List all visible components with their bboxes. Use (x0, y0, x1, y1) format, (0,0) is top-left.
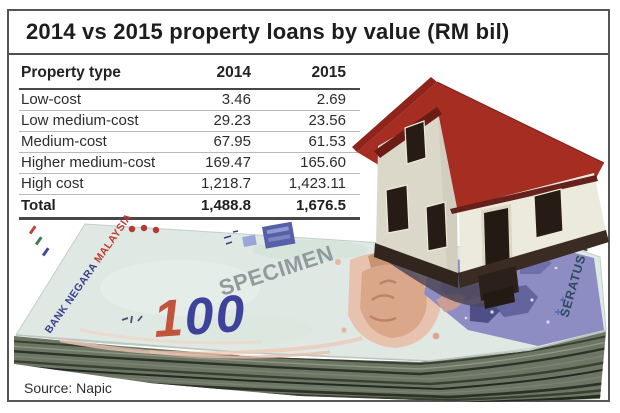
title-bar: 2014 vs 2015 property loans by value (RM… (9, 11, 608, 55)
cell-2015: 2.69 (251, 89, 360, 111)
property-loans-table: Property type 2014 2015 Low-cost 3.46 2.… (19, 61, 360, 220)
column-header-property-type: Property type (19, 61, 179, 90)
cell-property-type: Medium-cost (19, 131, 179, 153)
cell-property-type: Higher medium-cost (19, 152, 179, 174)
cell-2014: 169.47 (179, 152, 251, 174)
table-row-total: Total 1,488.8 1,676.5 (19, 194, 360, 220)
source-note: Source: Napic (24, 380, 112, 396)
column-header-2014: 2014 (179, 61, 251, 90)
cell-2014: 3.46 (179, 89, 251, 111)
cell-2014: 1,488.8 (179, 194, 251, 220)
table-row: Low-cost 3.46 2.69 (19, 89, 360, 111)
cell-2015: 1,676.5 (251, 194, 360, 220)
table-row: Higher medium-cost 169.47 165.60 (19, 152, 360, 174)
table-row: Medium-cost 67.95 61.53 (19, 131, 360, 153)
table-row: Low medium-cost 29.23 23.56 (19, 110, 360, 132)
cell-2015: 61.53 (251, 131, 360, 153)
column-header-2015: 2015 (251, 61, 360, 90)
cell-property-type: Total (19, 194, 179, 220)
cell-2014: 67.95 (179, 131, 251, 153)
cell-property-type: Low-cost (19, 89, 179, 111)
cell-2015: 1,423.11 (251, 173, 360, 195)
outer-frame: 2014 vs 2015 property loans by value (RM… (7, 9, 610, 402)
cell-2015: 165.60 (251, 152, 360, 174)
table-header-row: Property type 2014 2015 (19, 61, 360, 90)
table-row: High cost 1,218.7 1,423.11 (19, 173, 360, 195)
cell-property-type: Low medium-cost (19, 110, 179, 132)
page-title: 2014 vs 2015 property loans by value (RM… (26, 19, 510, 44)
cell-property-type: High cost (19, 173, 179, 195)
cell-2014: 29.23 (179, 110, 251, 132)
cell-2015: 23.56 (251, 110, 360, 132)
cell-2014: 1,218.7 (179, 173, 251, 195)
